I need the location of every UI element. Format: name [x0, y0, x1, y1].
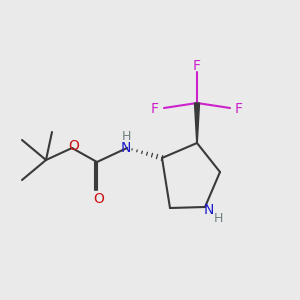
Text: N: N [121, 141, 131, 155]
Text: N: N [204, 203, 214, 217]
Text: O: O [94, 192, 104, 206]
Polygon shape [194, 103, 200, 143]
Text: F: F [151, 102, 159, 116]
Text: F: F [193, 59, 201, 73]
Text: O: O [69, 139, 80, 153]
Text: H: H [213, 212, 223, 224]
Text: H: H [121, 130, 131, 142]
Text: F: F [235, 102, 243, 116]
